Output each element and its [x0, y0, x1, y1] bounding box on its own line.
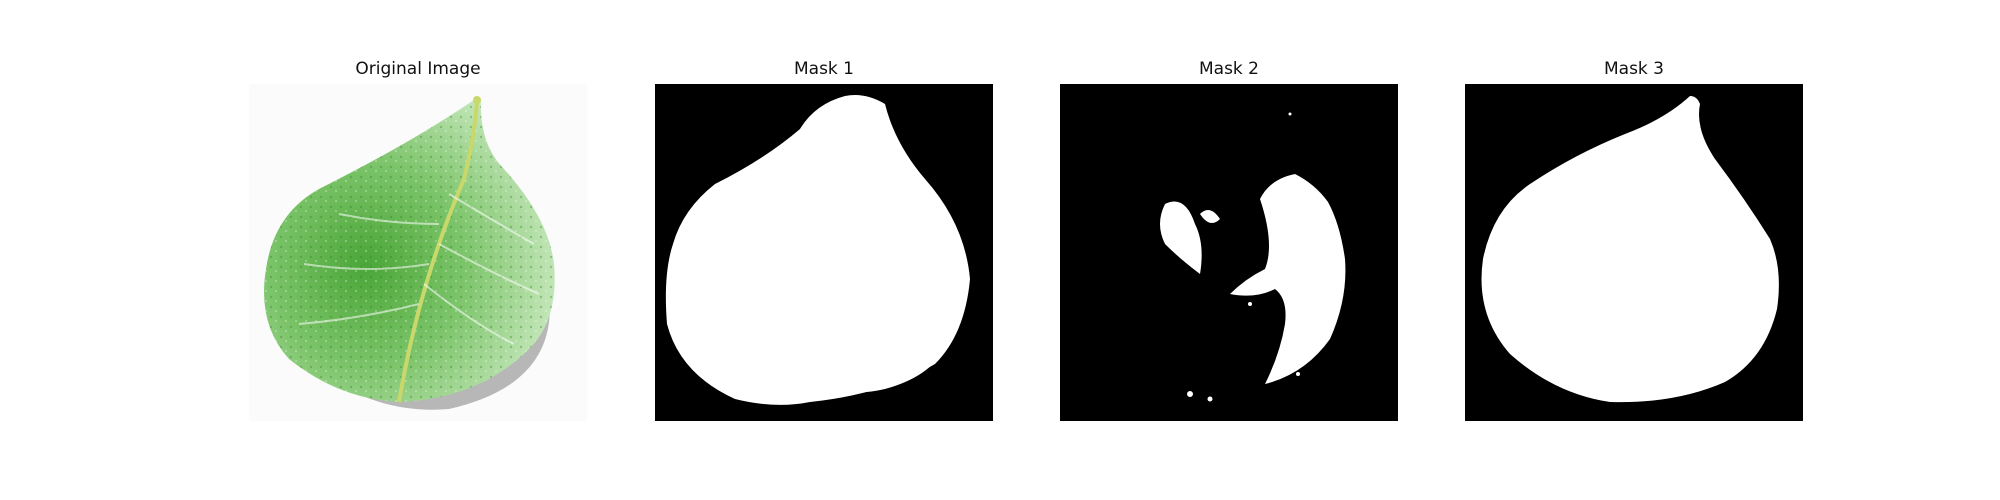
panel-title: Mask 2: [1198, 59, 1259, 79]
panel-original-image: Original Image: [249, 0, 587, 500]
leaf-photo: [249, 84, 587, 421]
panel-title: Mask 1: [793, 59, 854, 79]
mask-2-image: [1060, 84, 1398, 421]
panel-mask-1: Mask 1: [655, 0, 993, 500]
panel-title: Original Image: [355, 59, 481, 79]
mask-1-image: [655, 84, 993, 421]
panel-mask-3: Mask 3: [1465, 0, 1803, 500]
mask-3-image: [1465, 84, 1803, 421]
panel-mask-2: Mask 2: [1060, 0, 1398, 500]
panel-title: Mask 3: [1603, 59, 1664, 79]
